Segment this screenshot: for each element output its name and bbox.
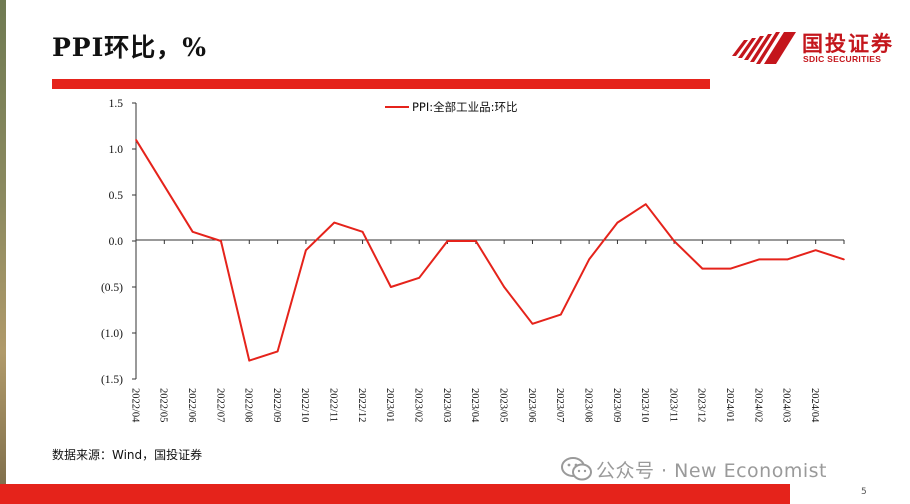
y-tick-label: 0.0 [109,236,124,248]
data-point [163,185,166,187]
x-tick-label: 2022/09 [271,388,282,422]
page-number: 5 [861,487,867,497]
footer-bar [0,484,790,504]
watermark-text: 公众号 · New Economist [596,460,827,482]
x-tick-label: 2022/12 [356,388,367,422]
x-tick-label: 2024/04 [809,388,820,423]
x-tick-label: 2022/07 [214,388,225,422]
data-point [786,258,789,261]
data-point [191,231,194,233]
data-point [843,258,845,261]
data-point [390,286,392,288]
title-underline-bar [52,79,710,89]
x-tick-label: 2023/08 [582,388,593,422]
data-point [135,139,137,141]
left-edge-strip [0,0,6,504]
y-tick-label: 0.5 [109,190,124,202]
data-point [729,267,732,270]
data-point [503,286,505,288]
data-point [616,221,619,224]
data-point [560,313,562,316]
x-tick-label: 2023/07 [554,388,565,422]
series-line [135,139,845,362]
x-tick-label: 2022/06 [186,388,197,422]
x-tick-label: 2024/03 [781,388,792,422]
x-tick-label: 2024/02 [752,388,763,422]
data-point [588,258,590,261]
sdic-logo-icon [732,32,796,64]
x-tick-label: 2023/12 [696,388,707,422]
data-point [446,240,449,242]
data-point [220,240,222,242]
data-point [276,350,279,353]
y-tick-label: (0.5) [101,282,123,294]
x-tick-label: 2022/10 [299,388,310,422]
data-point [248,359,251,362]
data-point [333,221,336,224]
data-point [305,249,307,251]
series-group [135,139,845,362]
data-point [361,231,364,233]
x-tick-label: 2023/02 [413,388,424,422]
x-tick-label: 2024/01 [724,388,735,422]
x-tick-label: 2022/05 [158,388,169,422]
y-tick-label: (1.0) [101,328,123,340]
x-tick-label: 2023/09 [611,388,622,422]
wechat-icon [561,457,592,481]
x-tick-label: 2023/01 [384,388,395,422]
slide-title: PPI环比，% [52,33,208,62]
x-tick-label: 2023/10 [639,388,650,422]
y-tick-label: 1.0 [109,144,124,156]
legend-label: PPI:全部工业品:环比 [412,100,518,114]
data-point [475,240,477,242]
data-point [814,249,817,251]
y-axis: 1.5 1.0 0.5 0.0 (0.5) (1.0) (1.5) [101,98,137,386]
logo-name-en: SDIC SECURITIES [803,54,882,64]
x-tick-label: 2022/11 [328,388,339,422]
data-point [644,203,647,205]
data-point [418,277,421,279]
y-tick-label: (1.5) [101,374,123,386]
source-note: 数据来源：Wind，国投证券 [52,448,203,462]
x-tick-label: 2022/04 [129,388,140,423]
y-tick-label: 1.5 [109,98,124,110]
x-tick-label: 2023/03 [441,388,452,422]
x-tick-label: 2023/04 [469,388,480,423]
logo-name-cn: 国投证券 [802,32,894,56]
x-tick-label: 2023/05 [497,388,508,422]
x-tick-label: 2023/11 [667,388,678,422]
legend: PPI:全部工业品:环比 [385,100,518,114]
data-point [758,258,760,261]
data-point [701,267,704,270]
x-axis: 2022/04 2022/05 2022/06 2022/07 2022/08 2022/… [129,239,845,423]
data-point [531,323,534,325]
data-point [673,240,675,242]
x-tick-label: 2023/06 [526,388,537,422]
x-tick-label: 2022/08 [243,388,254,422]
